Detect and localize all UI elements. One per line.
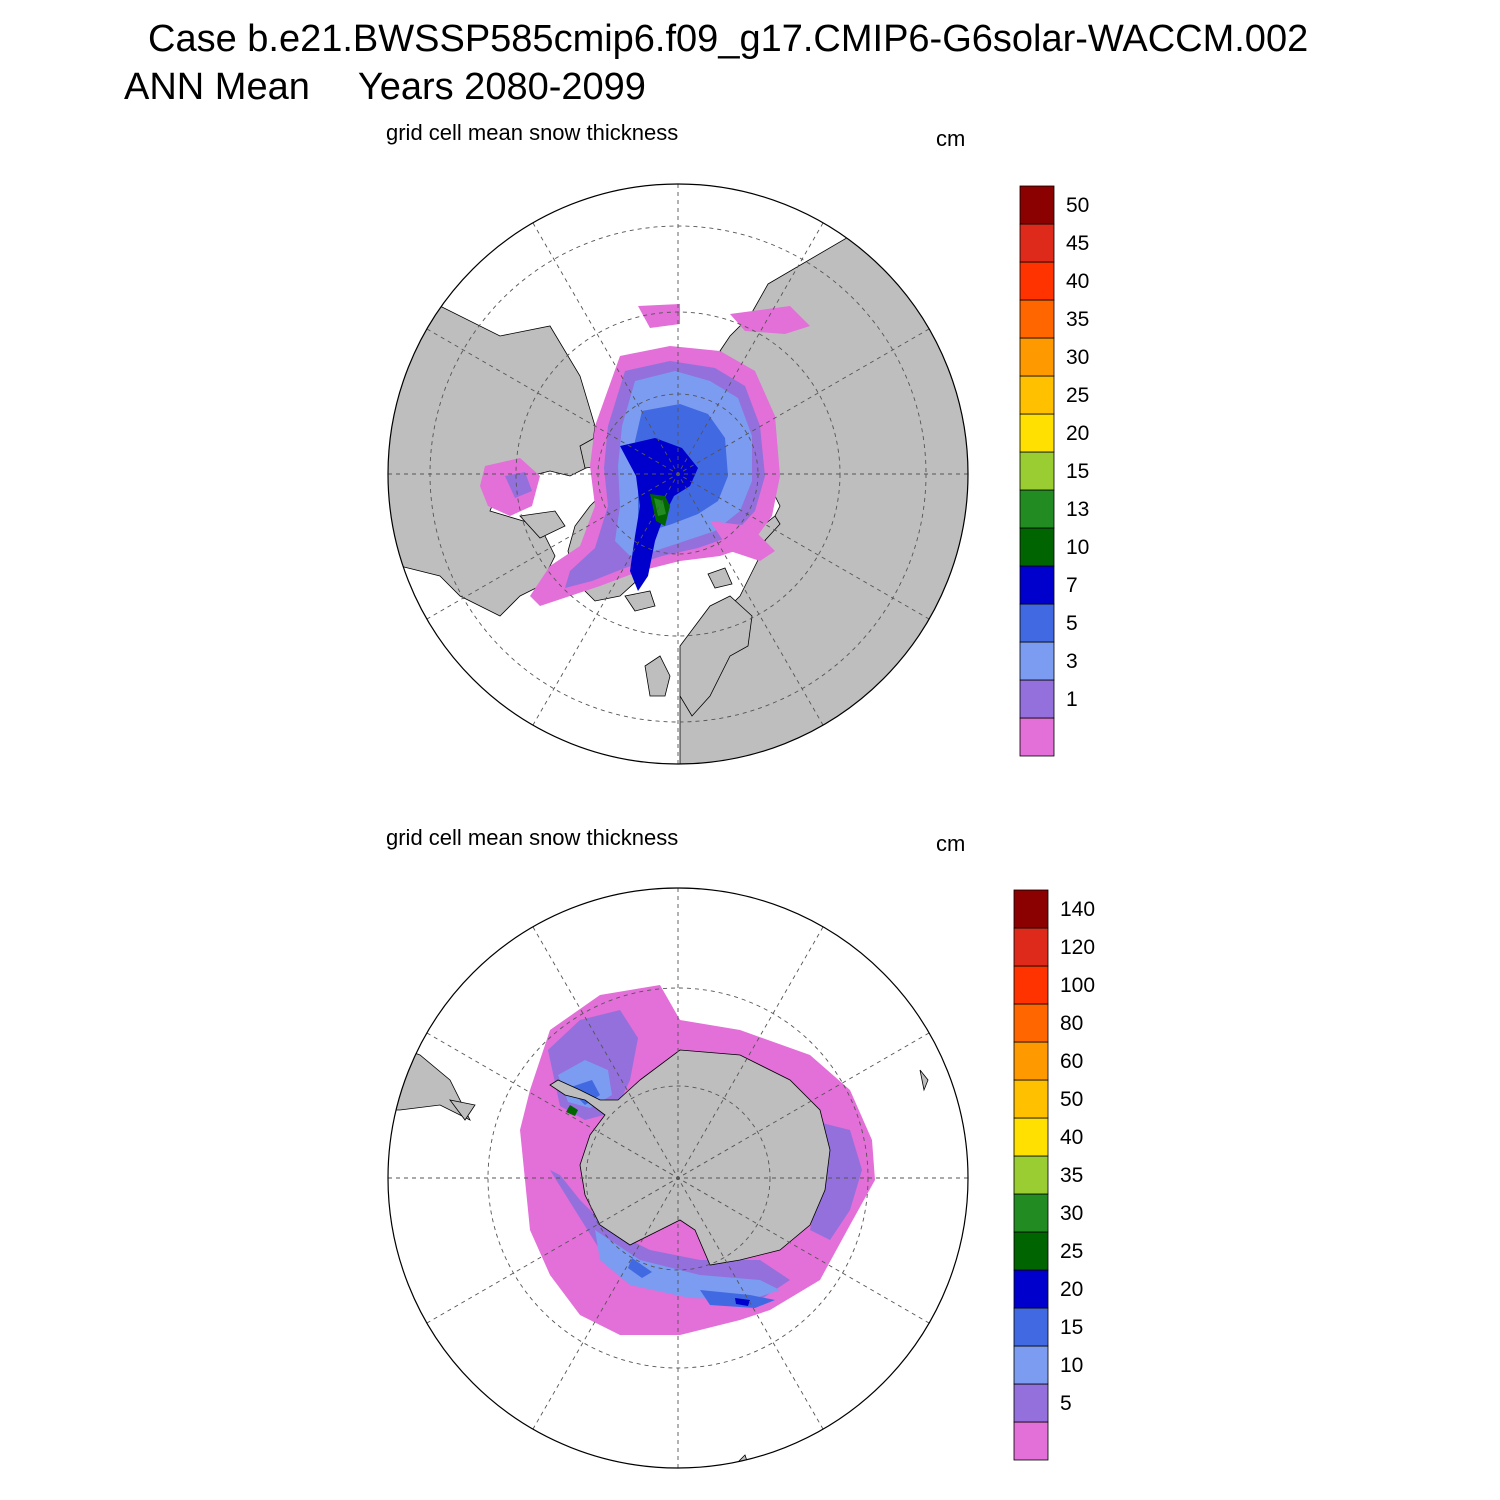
arctic-colorbar-box [1019, 337, 1055, 377]
arctic-colorbar-box [1019, 489, 1055, 529]
arctic-colorbar-label: 25 [1066, 384, 1089, 407]
arctic-colorbar-box [1019, 223, 1055, 263]
antarctic-colorbar-box [1013, 1345, 1049, 1385]
arctic-colorbar-box [1019, 299, 1055, 339]
arctic-snow-contours [480, 304, 810, 606]
antarctic-colorbar: 5 10 15 20 25 30 35 40 50 60 80 100 120 140 [1013, 889, 1095, 1461]
antarctic-colorbar-box [1013, 1003, 1049, 1043]
arctic-units-label: cm [936, 126, 966, 151]
arctic-colorbar-box [1019, 451, 1055, 491]
arctic-graticule [388, 184, 968, 764]
arctic-colorbar-box [1019, 527, 1055, 567]
antarctic-colorbar-box [1013, 1155, 1049, 1195]
arctic-contour-level-7 [654, 498, 666, 516]
antarctic-colorbar-box [1013, 889, 1049, 929]
antarctic-colorbar-label: 60 [1060, 1050, 1083, 1073]
antarctic-colorbar-box [1013, 965, 1049, 1005]
arctic-colorbar-label: 40 [1066, 270, 1089, 293]
antarctic-graticule [388, 888, 968, 1468]
arctic-colorbar-label: 20 [1066, 422, 1089, 445]
arctic-panel-title: grid cell mean snow thickness [386, 120, 679, 145]
antarctic-colorbar-label: 120 [1060, 936, 1095, 959]
antarctic-colorbar-box [1013, 927, 1049, 967]
arctic-colorbar-label: 50 [1066, 194, 1089, 217]
period-title: ANN Mean Years 2080-2099 [124, 66, 646, 109]
arctic-colorbar-box [1019, 413, 1055, 453]
arctic-colorbar-box [1019, 641, 1055, 681]
antarctic-colorbar-label: 100 [1060, 974, 1095, 997]
antarctic-colorbar-label: 20 [1060, 1278, 1083, 1301]
arctic-colorbar-box [1019, 565, 1055, 605]
arctic-colorbar-box [1019, 185, 1055, 225]
antarctic-map [387, 887, 969, 1469]
antarctic-colorbar-label: 30 [1060, 1202, 1083, 1225]
antarctic-colorbar-label: 15 [1060, 1316, 1083, 1339]
arctic-colorbar-label: 45 [1066, 232, 1089, 255]
antarctic-contour-weddell-6 [566, 1105, 578, 1116]
arctic-colorbar-box [1019, 679, 1055, 719]
antarctic-colorbar-box [1013, 1307, 1049, 1347]
arctic-colorbar-label: 7 [1066, 574, 1078, 597]
antarctic-contour-ross-5 [735, 1298, 750, 1306]
antarctic-colorbar-label: 50 [1060, 1088, 1083, 1111]
antarctic-colorbar-box [1013, 1193, 1049, 1233]
arctic-colorbar-label: 1 [1066, 688, 1078, 711]
antarctic-contour-ross-3 [595, 1230, 780, 1300]
arctic-map-border [387, 183, 969, 765]
antarctic-colorbar-box [1013, 1117, 1049, 1157]
arctic-map [387, 183, 969, 765]
antarctic-colorbar-label: 40 [1060, 1126, 1083, 1149]
antarctic-colorbar-label: 5 [1060, 1392, 1072, 1415]
antarctic-panel-title: grid cell mean snow thickness [386, 825, 679, 850]
antarctic-colorbar-label: 35 [1060, 1164, 1083, 1187]
arctic-colorbar-box [1019, 717, 1055, 757]
antarctic-colorbar-label: 10 [1060, 1354, 1083, 1377]
arctic-colorbar-label: 3 [1066, 650, 1078, 673]
arctic-colorbar-label: 5 [1066, 612, 1078, 635]
antarctic-colorbar-box [1013, 1079, 1049, 1119]
antarctic-colorbar-box [1013, 1231, 1049, 1271]
antarctic-units-label: cm [936, 831, 966, 856]
years-label: Years 2080-2099 [357, 66, 646, 108]
antarctic-colorbar-label: 140 [1060, 898, 1095, 921]
arctic-colorbar-box [1019, 375, 1055, 415]
antarctic-colorbar-label: 80 [1060, 1012, 1083, 1035]
antarctic-colorbar-box [1013, 1269, 1049, 1309]
antarctic-colorbar-label: 25 [1060, 1240, 1083, 1263]
arctic-colorbar-box [1019, 603, 1055, 643]
arctic-colorbar-label: 13 [1066, 498, 1089, 521]
case-title: Case b.e21.BWSSP585cmip6.f09_g17.CMIP6-G… [148, 18, 1309, 60]
arctic-colorbar-label: 35 [1066, 308, 1089, 331]
antarctic-map-border [387, 887, 969, 1469]
antarctic-colorbar-box [1013, 1421, 1049, 1461]
arctic-colorbar-box [1019, 261, 1055, 301]
season-label: ANN Mean [124, 66, 310, 108]
arctic-colorbar-label: 15 [1066, 460, 1089, 483]
antarctic-colorbar-box [1013, 1383, 1049, 1423]
arctic-colorbar-label: 30 [1066, 346, 1089, 369]
arctic-colorbar-label: 10 [1066, 536, 1089, 559]
antarctic-colorbar-box [1013, 1041, 1049, 1081]
